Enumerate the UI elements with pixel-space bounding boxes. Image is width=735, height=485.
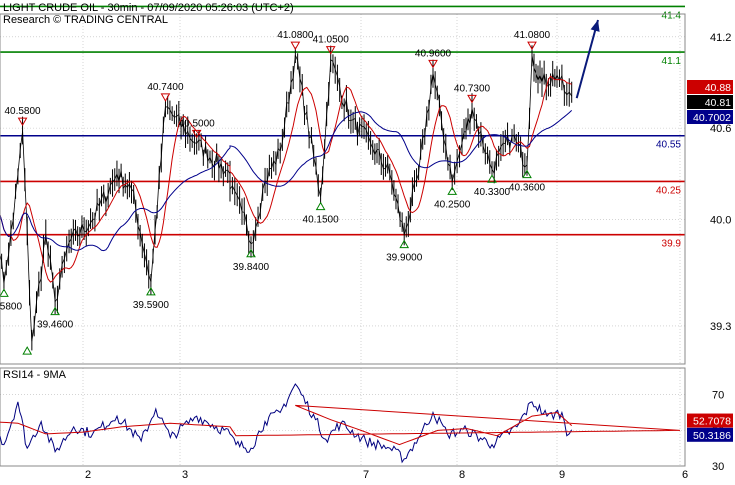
peak-marker	[325, 46, 336, 55]
trough-marker	[399, 239, 410, 249]
rsi-tick-label: 30	[712, 461, 724, 473]
level-label: 41.1	[662, 56, 682, 67]
peak-label: 41.0800	[514, 30, 551, 41]
peak-label: 40.5000	[179, 118, 216, 129]
trough-label: 40.3300	[474, 187, 511, 198]
trough-label: 40.3600	[509, 183, 546, 194]
peak-marker	[527, 41, 537, 51]
trough-marker	[447, 186, 458, 195]
peak-marker	[17, 117, 28, 127]
rsi-tag-label: 52.7078	[693, 416, 731, 428]
rsi-line	[0, 383, 573, 464]
price-tag-label: 40.81	[705, 97, 731, 109]
trough-label: 40.1500	[303, 215, 340, 226]
x-tick-label: 9	[559, 469, 565, 480]
x-tick-label: 3	[182, 469, 188, 480]
trough-marker	[246, 248, 256, 258]
peak-label: 41.0800	[277, 30, 314, 41]
price-tag-label: 40.7002	[693, 112, 731, 124]
trough-marker	[522, 169, 532, 179]
price-tag	[687, 80, 733, 94]
price-panel-frame	[0, 13, 686, 365]
y-tick-label: 40.6	[710, 123, 731, 135]
y-tick-label: 41.2	[710, 32, 731, 44]
peak-marker	[290, 41, 301, 51]
x-tick-label: 2	[85, 469, 91, 480]
peak-label: 40.5800	[4, 106, 41, 117]
rsi-tag	[687, 427, 733, 442]
price-tag	[687, 95, 733, 109]
trough-label: 39.5900	[133, 300, 170, 311]
x-tick-label: 7	[363, 469, 369, 480]
trough-marker	[487, 174, 497, 183]
projection-arrow-shaft	[575, 19, 599, 99]
y-tick-label: 39.3	[710, 321, 731, 333]
chart-credit: Research © TRADING CENTRAL	[3, 14, 168, 26]
trough-label: 39.5800	[0, 301, 22, 312]
x-tick-label: 8	[459, 469, 465, 480]
rsi-tag	[687, 413, 733, 428]
trough-marker	[146, 286, 156, 296]
level-label: 41.4	[662, 10, 682, 21]
price-close-line	[0, 54, 573, 342]
rsi-title: RSI14 - 9MA	[3, 369, 67, 381]
rsi-ma-line	[0, 404, 681, 446]
peak-marker	[467, 94, 477, 104]
peak-marker	[428, 59, 438, 69]
projection-arrow-head	[590, 20, 600, 32]
level-label: 40.55	[656, 140, 681, 151]
rsi-tag-label: 50.3186	[693, 430, 731, 442]
price-tag-label: 40.88	[705, 82, 731, 94]
trough-label: 39.9000	[386, 253, 423, 264]
peak-marker	[160, 93, 171, 102]
x-tick-label: 6	[682, 469, 688, 480]
trough-marker	[0, 288, 9, 297]
rsi-panel-frame	[0, 367, 686, 467]
price-tag	[687, 110, 733, 124]
trough-marker	[22, 346, 33, 355]
level-label: 39.9	[662, 239, 682, 250]
peak-label: 40.7300	[454, 83, 491, 94]
ma-slow-line	[0, 110, 573, 252]
trough-label: 39.8400	[233, 262, 270, 273]
ma-fast-line	[0, 75, 572, 283]
peak-marker	[191, 129, 202, 139]
trough-label: 40.2500	[434, 199, 471, 210]
peak-label: 40.9600	[415, 48, 452, 59]
trough-label: 39.4600	[37, 320, 74, 331]
peak-label: 41.0500	[313, 35, 350, 46]
chart-title: LIGHT CRUDE OIL - 30min - 07/09/2020 05:…	[3, 2, 294, 14]
trough-marker	[50, 306, 60, 316]
y-tick-label: 40.0	[710, 214, 731, 226]
peak-label: 40.7400	[147, 82, 184, 93]
rsi-tick-label: 70	[712, 390, 724, 402]
trough-marker	[315, 201, 326, 211]
level-label: 40.25	[656, 185, 681, 196]
